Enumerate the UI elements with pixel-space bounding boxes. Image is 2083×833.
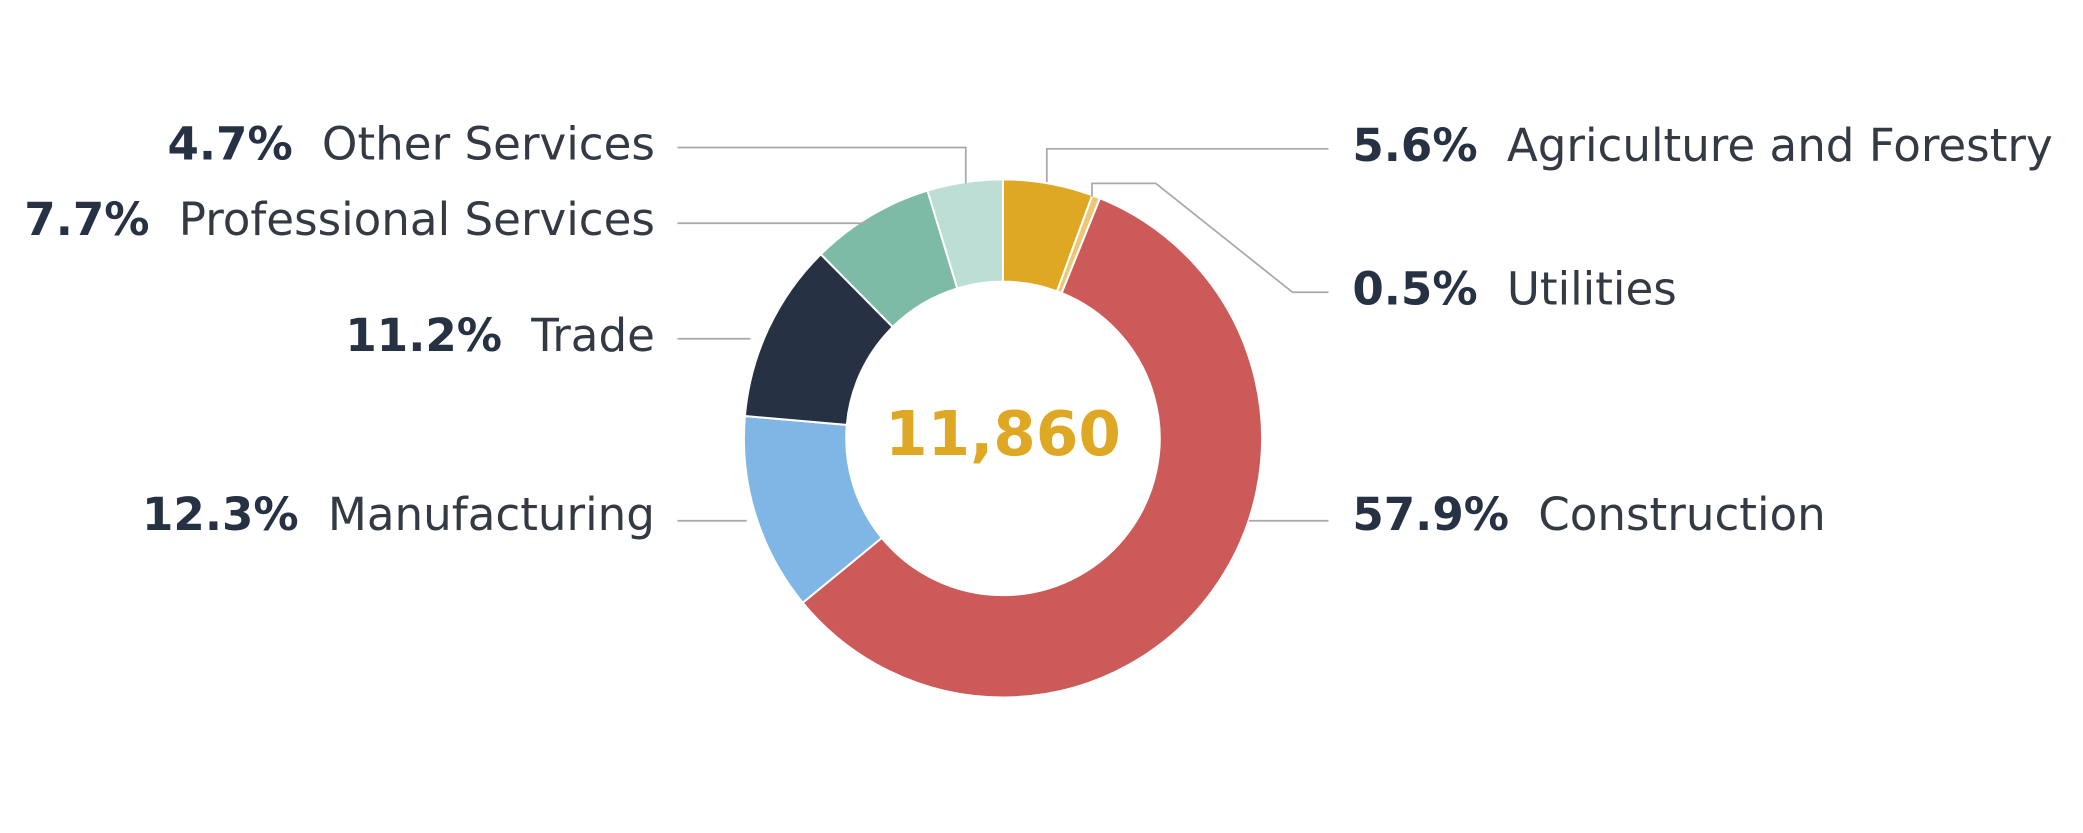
value-label: 4.7% bbox=[167, 117, 292, 170]
data-label: 57.9% Construction bbox=[1352, 488, 1825, 541]
center-total: 11,860 bbox=[885, 399, 1121, 470]
category-label: Manufacturing bbox=[328, 488, 655, 541]
value-label: 12.3% bbox=[142, 488, 299, 541]
category-label: Other Services bbox=[322, 117, 655, 170]
category-label: Professional Services bbox=[179, 193, 655, 246]
category-label: Utilities bbox=[1507, 262, 1677, 315]
value-label: 5.6% bbox=[1352, 119, 1477, 172]
category-label: Construction bbox=[1538, 488, 1826, 541]
donut-slice bbox=[801, 196, 1264, 699]
leader-line bbox=[1045, 147, 1329, 183]
value-label: 7.7% bbox=[24, 193, 149, 246]
value-label: 11.2% bbox=[345, 309, 502, 362]
value-label: 0.5% bbox=[1352, 262, 1477, 315]
donut-slice bbox=[926, 178, 1004, 290]
value-label: 57.9% bbox=[1352, 488, 1509, 541]
data-label: 0.5% Utilities bbox=[1352, 262, 1676, 315]
data-label: 4.7% Other Services bbox=[167, 117, 654, 170]
data-label: 11.2% Trade bbox=[345, 309, 655, 362]
category-label: Trade bbox=[530, 309, 655, 362]
leader-line bbox=[1091, 182, 1329, 294]
category-label: Agriculture and Forestry bbox=[1507, 119, 2053, 172]
leader-line bbox=[677, 146, 967, 184]
data-label: 12.3% Manufacturing bbox=[142, 488, 655, 541]
data-label: 5.6% Agriculture and Forestry bbox=[1352, 119, 2052, 172]
data-label: 7.7% Professional Services bbox=[24, 193, 655, 246]
